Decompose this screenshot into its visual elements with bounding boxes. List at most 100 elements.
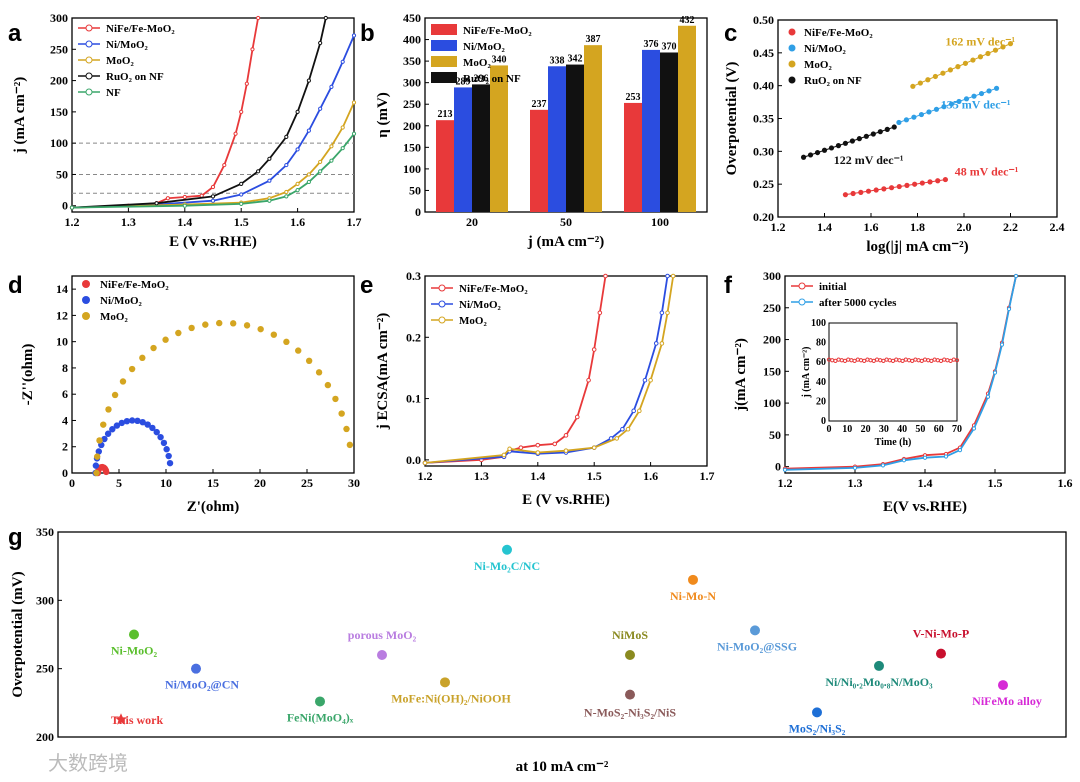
x-tick-label: 0 [69, 476, 75, 490]
data-point [625, 689, 635, 700]
data-point [94, 453, 101, 460]
data-point [129, 629, 139, 640]
y-tick-label: 12 [56, 308, 68, 322]
data-point [535, 450, 541, 455]
data-point [782, 467, 788, 472]
bar-value-label: 432 [680, 15, 695, 26]
data-point [332, 395, 339, 403]
legend-marker [438, 300, 446, 308]
y-axis-label: -Z''(ohm) [20, 344, 36, 406]
y-tick-label: 0.50 [753, 13, 774, 27]
y-tick-label: 100 [763, 396, 781, 410]
bar [436, 120, 454, 212]
y-tick-label: 350 [36, 525, 54, 539]
point-label: MoS₂/Ni₃S₂ [789, 721, 846, 735]
data-point [665, 273, 670, 279]
data-point [134, 417, 141, 425]
y-tick-label: 400 [403, 33, 421, 47]
data-point [256, 15, 261, 21]
slope-label: 135 mV dec⁻¹ [941, 98, 1011, 112]
data-point [422, 460, 428, 466]
legend-label: MoO₂ [106, 55, 134, 67]
data-point [139, 418, 146, 426]
data-point [105, 406, 112, 413]
data-point [267, 156, 272, 161]
data-point [149, 424, 156, 432]
data-point [659, 310, 665, 316]
inset-x-tick-label: 70 [952, 424, 962, 435]
bar-value-label: 338 [550, 55, 565, 66]
data-point [591, 347, 597, 352]
data-point [69, 205, 75, 210]
panel-label-c: c [724, 20, 737, 47]
bar [660, 52, 678, 212]
data-point [96, 437, 103, 444]
y-tick-label: 300 [36, 593, 54, 607]
data-point [501, 452, 507, 458]
legend-label: RuO₂ on NF [463, 73, 521, 85]
data-point [93, 470, 100, 476]
data-point [284, 134, 289, 140]
point-label: This work [111, 713, 164, 727]
y-tick-label: 0 [62, 199, 68, 213]
data-point [284, 189, 289, 195]
data-point [306, 172, 311, 177]
bar [642, 49, 660, 212]
data-point [1006, 306, 1012, 312]
panel-e: e 1.2 1.3 1.4 1.5 1.6 1.7 0.0 0.1 0.2 0.3 NiFe/Fe-M… [360, 269, 715, 508]
data-point [901, 458, 907, 463]
data-point [992, 370, 998, 375]
inset-y-tick-label: 100 [811, 318, 826, 329]
data-point [999, 342, 1005, 347]
legend-label: initial [819, 281, 847, 293]
legend-label: after 5000 cycles [819, 297, 897, 309]
data-point [306, 78, 311, 83]
data-point [591, 445, 597, 450]
x-tick-label: 15 [207, 476, 219, 490]
x-tick-label: 1.2 [418, 469, 433, 483]
y-axis-label: j (mA cm⁻²) [12, 77, 28, 155]
bar [454, 87, 472, 212]
series-line [71, 17, 259, 209]
y-tick-label: 14 [56, 282, 68, 296]
x-tick-label: 2.4 [1050, 220, 1065, 234]
x-tick-label: 100 [651, 215, 669, 229]
legend-label: MoO₂ [463, 57, 491, 69]
data-point [351, 33, 357, 38]
fit-line [845, 179, 946, 196]
inset-data-point [954, 358, 960, 363]
y-tick-label: 100 [50, 136, 68, 150]
data-point [665, 310, 670, 316]
data-point [295, 187, 300, 193]
legend-swatch [431, 24, 457, 35]
data-point [162, 336, 169, 343]
data-point [812, 707, 822, 718]
point-label: Ni-Mo-N [670, 589, 716, 603]
x-tick-label: 1.4 [177, 215, 192, 229]
bar-value-label: 237 [532, 99, 547, 110]
y-tick-label: 300 [403, 76, 421, 90]
data-point [625, 650, 635, 660]
legend-label: MoO₂ [459, 315, 487, 327]
data-point [315, 369, 323, 376]
fit-line [912, 43, 1011, 87]
legend-label: RuO₂ on NF [804, 75, 862, 87]
data-point [343, 425, 350, 433]
data-point [154, 201, 159, 206]
y-tick-label: 10 [56, 335, 68, 349]
data-point [318, 106, 323, 111]
data-point [153, 428, 160, 436]
data-point [351, 131, 357, 136]
x-tick-label: 1.5 [234, 215, 249, 229]
legend-label: Ni/MoO₂ [106, 39, 148, 51]
y-tick-label: 0.20 [753, 210, 774, 224]
data-point [323, 15, 328, 21]
data-point [1013, 273, 1019, 279]
bar [472, 84, 490, 212]
data-point [244, 81, 249, 86]
inset-y-tick-label: 20 [816, 396, 826, 407]
point-label: V-Ni-Mo-P [913, 627, 969, 641]
x-tick-label: 10 [160, 476, 172, 490]
data-point [306, 179, 311, 185]
data-point [957, 448, 963, 453]
